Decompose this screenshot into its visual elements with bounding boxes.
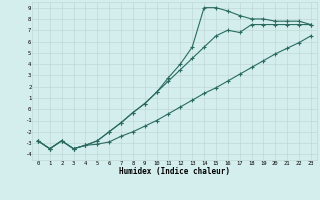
X-axis label: Humidex (Indice chaleur): Humidex (Indice chaleur): [119, 167, 230, 176]
